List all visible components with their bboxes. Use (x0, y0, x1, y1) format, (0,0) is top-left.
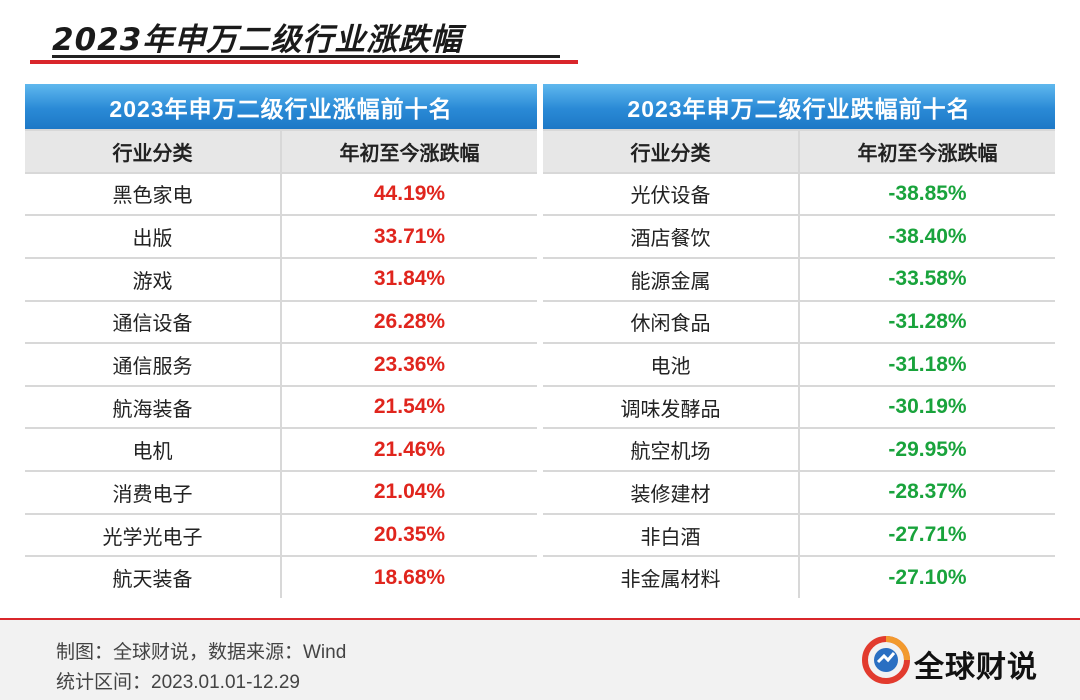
industry-name: 光学光电子 (25, 514, 280, 556)
table-row: 航天装备 18.68% (25, 557, 537, 599)
table-row: 调味发酵品 -30.19% (543, 386, 1055, 428)
page-title: 2023年申万二级行业涨跌幅 (52, 22, 463, 58)
losers-table-title: 2023年申万二级行业跌幅前十名 (543, 84, 1055, 129)
table-row: 光学光电子 20.35% (25, 514, 537, 556)
footer (0, 620, 1080, 700)
industry-name: 能源金属 (543, 258, 798, 300)
gainers-table-title: 2023年申万二级行业涨幅前十名 (25, 84, 537, 129)
table-row: 休闲食品 -31.28% (543, 301, 1055, 343)
change-value: 21.46% (282, 429, 537, 471)
change-value: -28.37% (800, 472, 1055, 513)
table-row: 光伏设备 -38.85% (543, 173, 1055, 215)
title-accent-line (30, 60, 578, 64)
change-value: -38.40% (800, 216, 1055, 257)
industry-name: 休闲食品 (543, 301, 798, 343)
industry-name: 电机 (25, 429, 280, 471)
industry-name: 航天装备 (25, 557, 280, 599)
change-value: 21.54% (282, 386, 537, 428)
change-value: -31.28% (800, 301, 1055, 343)
brand-logo-icon (862, 636, 910, 684)
table-row: 通信服务 23.36% (25, 344, 537, 385)
losers-col-industry: 行业分类 (543, 131, 798, 172)
losers-column-headers: 行业分类 年初至今涨跌幅 (543, 131, 1055, 172)
industry-name: 黑色家电 (25, 173, 280, 215)
industry-name: 装修建材 (543, 472, 798, 513)
change-value: 18.68% (282, 557, 537, 599)
industry-name: 非白酒 (543, 514, 798, 556)
change-value: -38.85% (800, 173, 1055, 215)
footer-period: 统计区间：2023.01.01-12.29 (56, 672, 300, 693)
table-row: 出版 33.71% (25, 216, 537, 257)
footer-credit: 制图：全球财说，数据来源：Wind (56, 642, 347, 663)
change-value: 44.19% (282, 173, 537, 215)
change-value: -27.10% (800, 557, 1055, 599)
change-value: 31.84% (282, 258, 537, 300)
footer-divider (0, 618, 1080, 620)
industry-name: 非金属材料 (543, 557, 798, 599)
table-row: 航海装备 21.54% (25, 386, 537, 428)
industry-name: 通信设备 (25, 301, 280, 343)
industry-name: 航海装备 (25, 386, 280, 428)
industry-name: 调味发酵品 (543, 386, 798, 428)
gainers-table: 2023年申万二级行业涨幅前十名 行业分类 年初至今涨跌幅 黑色家电 44.19%… (25, 84, 537, 599)
change-value: -31.18% (800, 344, 1055, 385)
table-row: 能源金属 -33.58% (543, 258, 1055, 300)
change-value: 26.28% (282, 301, 537, 343)
industry-name: 酒店餐饮 (543, 216, 798, 257)
table-row: 通信设备 26.28% (25, 301, 537, 343)
industry-name: 消费电子 (25, 472, 280, 513)
losers-col-change: 年初至今涨跌幅 (800, 131, 1055, 172)
table-row: 电池 -31.18% (543, 344, 1055, 385)
losers-table: 2023年申万二级行业跌幅前十名 行业分类 年初至今涨跌幅 光伏设备 -38.85… (543, 84, 1055, 599)
gainers-col-change: 年初至今涨跌幅 (282, 131, 537, 172)
gainers-column-headers: 行业分类 年初至今涨跌幅 (25, 131, 537, 172)
table-row: 游戏 31.84% (25, 258, 537, 300)
table-row: 非金属材料 -27.10% (543, 557, 1055, 599)
brand-name: 全球财说 (914, 651, 1038, 684)
table-row: 非白酒 -27.71% (543, 514, 1055, 556)
industry-name: 通信服务 (25, 344, 280, 385)
table-row: 黑色家电 44.19% (25, 173, 537, 215)
gainers-col-industry: 行业分类 (25, 131, 280, 172)
industry-name: 航空机场 (543, 429, 798, 471)
change-value: 23.36% (282, 344, 537, 385)
table-row: 电机 21.46% (25, 429, 537, 471)
industry-name: 电池 (543, 344, 798, 385)
change-value: -30.19% (800, 386, 1055, 428)
industry-name: 出版 (25, 216, 280, 257)
change-value: 21.04% (282, 472, 537, 513)
change-value: -27.71% (800, 514, 1055, 556)
table-row: 消费电子 21.04% (25, 472, 537, 513)
industry-name: 游戏 (25, 258, 280, 300)
title-underline (52, 55, 560, 58)
industry-name: 光伏设备 (543, 173, 798, 215)
change-value: 20.35% (282, 514, 537, 556)
change-value: 33.71% (282, 216, 537, 257)
table-row: 航空机场 -29.95% (543, 429, 1055, 471)
change-value: -33.58% (800, 258, 1055, 300)
table-row: 酒店餐饮 -38.40% (543, 216, 1055, 257)
table-row: 装修建材 -28.37% (543, 472, 1055, 513)
change-value: -29.95% (800, 429, 1055, 471)
